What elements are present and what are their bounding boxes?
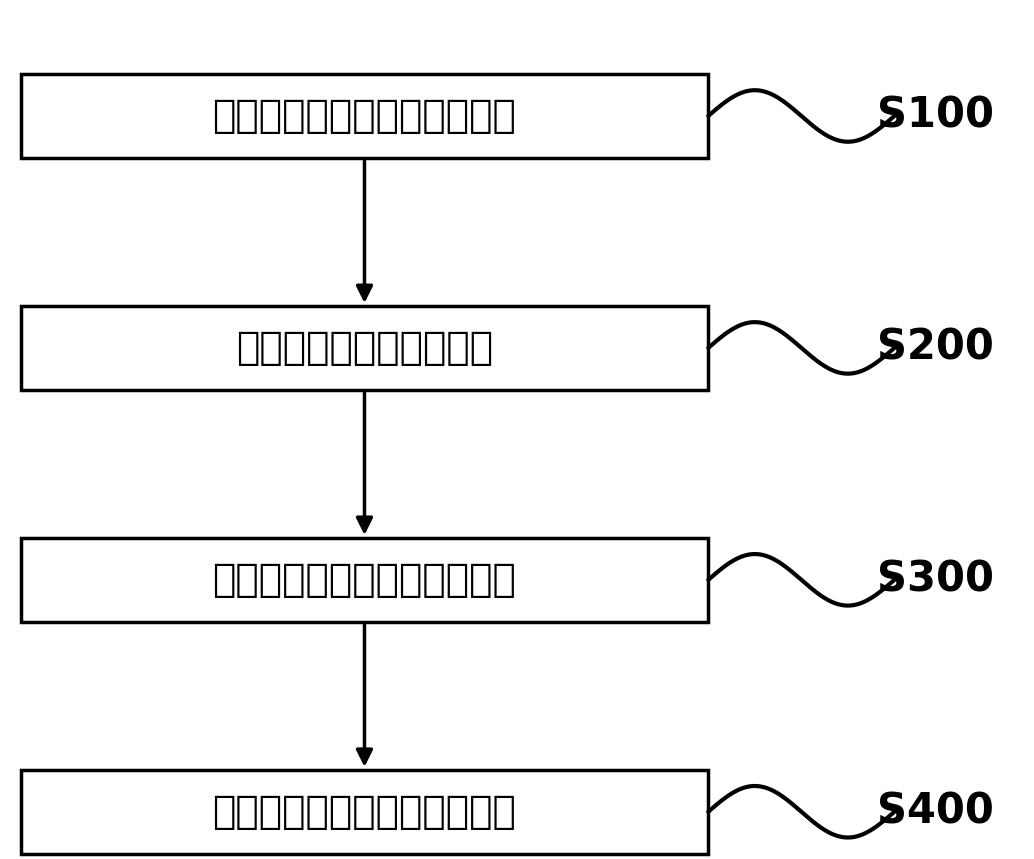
Text: S300: S300 <box>877 559 995 600</box>
Text: 膜表面等离子体诱导接枝聚合: 膜表面等离子体诱导接枝聚合 <box>213 561 516 599</box>
Bar <box>21 306 708 390</box>
Text: S400: S400 <box>877 791 995 832</box>
Text: S200: S200 <box>877 327 995 369</box>
Text: 有微纳结构有机膜的制备: 有微纳结构有机膜的制备 <box>236 329 493 367</box>
Text: S100: S100 <box>877 95 995 137</box>
Text: 纳米颗粒自组装接枝超亲水化: 纳米颗粒自组装接枝超亲水化 <box>213 793 516 831</box>
Bar <box>21 74 708 158</box>
Bar <box>21 538 708 622</box>
Bar <box>21 770 708 854</box>
Text: 微纳结构薄片的选择与预处理: 微纳结构薄片的选择与预处理 <box>213 97 516 135</box>
